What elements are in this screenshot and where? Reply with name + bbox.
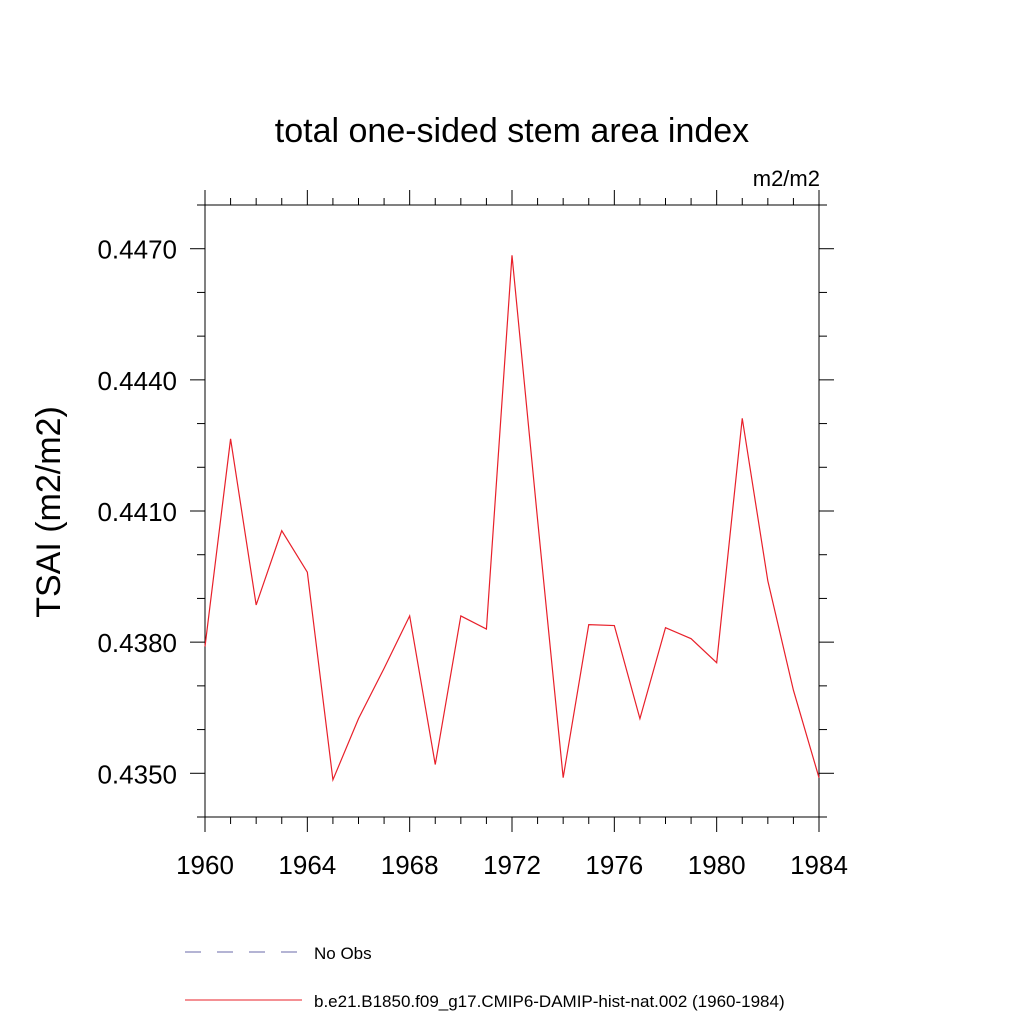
- y-tick-labels: 0.4350 0.4380 0.4410 0.4440 0.4470: [97, 235, 177, 790]
- x-tick-label: 1976: [585, 850, 643, 880]
- x-tick-label: 1960: [176, 850, 234, 880]
- x-tick-label: 1972: [483, 850, 541, 880]
- axis-ticks: [190, 190, 834, 832]
- plot-frame: [204, 204, 820, 818]
- legend-label: No Obs: [314, 944, 372, 963]
- series-line: [204, 255, 820, 783]
- series-lines: [204, 255, 820, 783]
- units-label: m2/m2: [753, 166, 820, 191]
- x-tick-label: 1980: [688, 850, 746, 880]
- x-tick-label: 1964: [278, 850, 336, 880]
- y-tick-label: 0.4470: [97, 235, 177, 265]
- x-tick-label: 1968: [381, 850, 439, 880]
- legend: No Obs b.e21.B1850.f09_g17.CMIP6-DAMIP-hi…: [185, 944, 785, 1011]
- chart-title: total one-sided stem area index: [275, 112, 749, 150]
- legend-label: b.e21.B1850.f09_g17.CMIP6-DAMIP-hist-nat…: [314, 992, 785, 1011]
- y-tick-label: 0.4410: [97, 497, 177, 527]
- y-tick-label: 0.4350: [97, 759, 177, 789]
- y-tick-label: 0.4440: [97, 366, 177, 396]
- x-tick-label: 1984: [790, 850, 848, 880]
- y-tick-label: 0.4380: [97, 628, 177, 658]
- y-axis-label: TSAI (m2/m2): [30, 406, 68, 618]
- x-tick-labels: 1960 1964 1968 1972 1976 1980 1984: [176, 850, 848, 880]
